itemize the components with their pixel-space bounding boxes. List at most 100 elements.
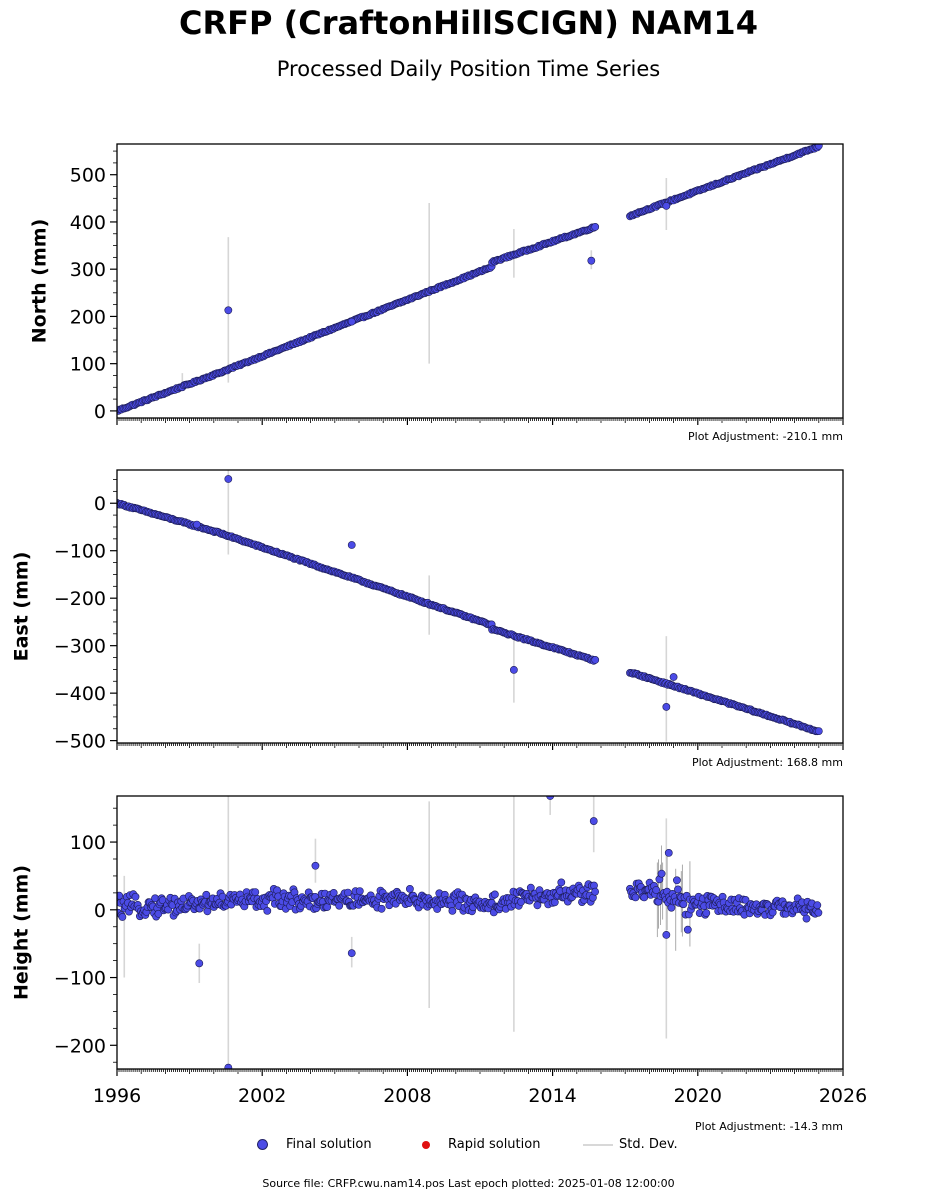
plot-adjustment-note: Plot Adjustment: 168.8 mm	[692, 756, 843, 769]
data-point	[154, 909, 163, 918]
y-tick-label: 100	[70, 832, 106, 854]
page-subtitle: Processed Daily Position Time Series	[276, 57, 661, 81]
outlier-point	[662, 201, 671, 210]
data-point	[683, 925, 692, 934]
data-point	[329, 889, 338, 897]
final-solution-marker	[257, 1139, 268, 1150]
data-point	[448, 907, 457, 915]
data-point	[591, 887, 599, 896]
legend-label-final: Final solution	[286, 1137, 372, 1152]
y-tick-label: 0	[94, 493, 106, 515]
y-tick-label: 100	[70, 354, 106, 376]
rapid-solution-marker	[422, 1140, 430, 1149]
y-tick-label: 200	[70, 306, 106, 328]
data-point	[131, 892, 140, 901]
outlier-point	[195, 959, 204, 968]
plot-frame	[116, 143, 844, 419]
data-point	[405, 885, 414, 893]
data-point	[343, 888, 352, 897]
plot-frame	[116, 795, 844, 1070]
final-solution-points	[117, 869, 823, 934]
outlier-point	[589, 817, 598, 825]
data-point	[335, 901, 344, 910]
data-point	[640, 893, 649, 902]
y-tick-label: −100	[54, 968, 106, 990]
outlier-point	[347, 541, 356, 549]
outlier-point	[311, 861, 320, 870]
data-point	[813, 901, 822, 910]
data-point	[557, 878, 566, 887]
outlier-point	[347, 949, 356, 958]
std-dev-line-marker	[583, 1143, 613, 1146]
data-point	[202, 890, 211, 899]
data-point	[674, 885, 682, 894]
outlier-point	[224, 475, 233, 483]
y-tick-label: −500	[54, 731, 106, 753]
x-tick-label: 2014	[528, 1085, 576, 1107]
legend-label-rapid: Rapid solution	[448, 1137, 541, 1152]
data-point	[433, 905, 442, 913]
data-point	[814, 144, 823, 150]
data-point	[814, 908, 823, 917]
data-point	[490, 890, 499, 899]
data-point	[814, 727, 823, 735]
outlier-point	[192, 520, 201, 529]
data-point	[526, 883, 535, 892]
outlier-point	[347, 317, 356, 326]
y-axis-label: Height (mm)	[11, 865, 33, 1000]
data-point	[652, 886, 661, 894]
x-tick-label: 2026	[819, 1085, 867, 1107]
legend-item-rapid: Rapid solution	[422, 1137, 540, 1152]
data-point	[591, 222, 600, 231]
outlier-point	[224, 1063, 233, 1069]
source-footer: Source file: CRFP.cwu.nam14.pos Last epo…	[262, 1177, 675, 1190]
data-point	[679, 900, 688, 909]
y-axis-label: East (mm)	[11, 552, 33, 662]
panel-height: 100 0 −100 −200 1996 2002 2008 2014 2020 2026 Heig…	[11, 795, 867, 1133]
data-point	[591, 656, 600, 664]
data-point	[533, 901, 542, 910]
plot-area	[117, 796, 823, 1069]
legend: Final solution Rapid solution Std. Dev.	[0, 1137, 937, 1157]
final-solution-points	[117, 144, 823, 415]
data-point	[657, 869, 666, 878]
y-tick-label: 0	[94, 401, 106, 423]
y-tick-label: −300	[54, 636, 106, 658]
data-point	[355, 887, 364, 895]
data-point	[517, 898, 525, 906]
panel-north: 0 100 200 300 400 500 North (mm) Plot Adjustmen…	[29, 143, 844, 443]
data-point	[702, 909, 711, 917]
y-tick-label: −200	[54, 1035, 106, 1057]
outlier-point	[224, 306, 233, 315]
y-tick-label: 300	[70, 259, 106, 281]
outlier-point	[509, 665, 518, 674]
outlier-point	[587, 256, 596, 265]
legend-item-std: Std. Dev.	[583, 1137, 678, 1152]
plot-area	[117, 144, 823, 415]
data-point	[631, 893, 640, 902]
data-point	[263, 907, 272, 915]
legend-item-final: Final solution	[257, 1137, 372, 1152]
y-tick-label: 0	[94, 900, 106, 922]
data-point	[673, 876, 681, 885]
data-point	[741, 896, 750, 904]
outlier-point	[662, 930, 671, 939]
x-tick-label: 2020	[674, 1085, 722, 1107]
data-point	[203, 907, 212, 916]
y-axis-label: North (mm)	[29, 219, 51, 344]
data-point	[118, 913, 127, 921]
plot-adjustment-note: Plot Adjustment: -210.1 mm	[688, 430, 843, 443]
y-tick-label: −400	[54, 683, 106, 705]
outlier-point	[669, 673, 678, 681]
data-point	[377, 904, 386, 913]
panel-east: 0 −100 −200 −300 −400 −500 East (mm) Plot Adjus…	[11, 469, 844, 769]
legend-label-std: Std. Dev.	[619, 1137, 678, 1152]
y-tick-label: −200	[54, 588, 106, 610]
outlier-point	[662, 703, 671, 711]
y-tick-label: 400	[70, 212, 106, 234]
x-tick-label: 2008	[383, 1085, 431, 1107]
data-point	[251, 888, 260, 896]
y-tick-label: 500	[70, 165, 106, 187]
x-tick-label: 2002	[238, 1085, 286, 1107]
plot-area	[117, 470, 823, 742]
